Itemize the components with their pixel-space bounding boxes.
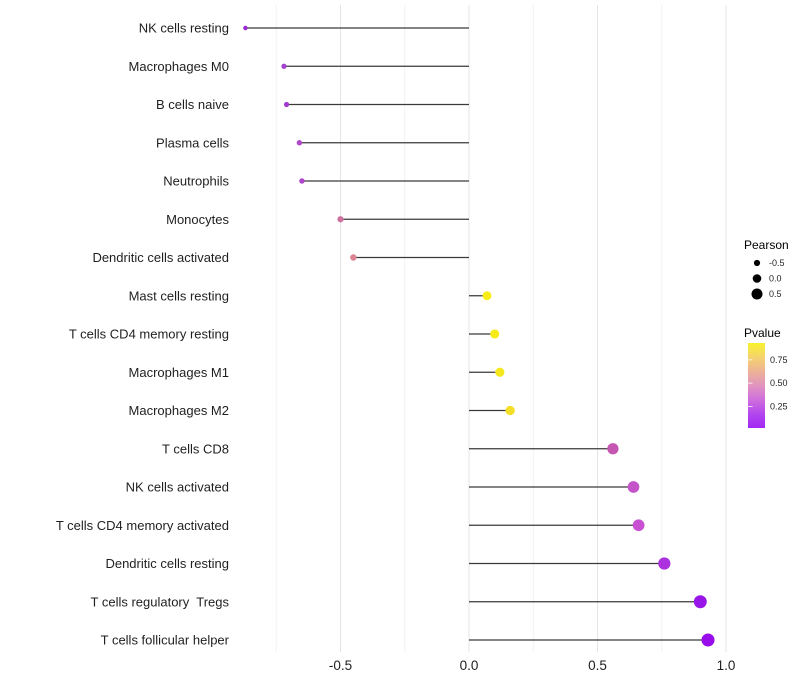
category-label: T cells regulatory Tregs: [91, 594, 230, 609]
category-label: Macrophages M0: [129, 59, 229, 74]
data-point: [482, 291, 492, 301]
legend-pvalue-title: Pvalue: [744, 326, 781, 340]
data-point: [505, 405, 515, 416]
legend-pvalue-ticks: 0.75 0.50 0.25: [748, 355, 788, 412]
category-label: T cells CD4 memory activated: [56, 518, 229, 533]
category-label: B cells naive: [156, 97, 229, 112]
category-label: Dendritic cells resting: [105, 556, 229, 571]
legend-pearson-title: Pearson: [744, 238, 789, 252]
category-label: T cells follicular helper: [101, 633, 230, 648]
legend-pvalue-tick-label: 0.25: [770, 402, 788, 412]
x-axis-labels: -0.5 0.0 0.5 1.0: [329, 658, 736, 673]
data-point: [701, 633, 715, 647]
legend-pvalue-gradient-bar: [748, 343, 765, 428]
data-point: [281, 63, 287, 69]
gridlines: [275, 5, 727, 652]
y-axis-labels: NK cells resting Macrophages M0 B cells na…: [56, 21, 230, 648]
data-point: [627, 481, 640, 493]
data-point: [658, 557, 671, 570]
legend-pearson-label: -0.5: [769, 258, 785, 268]
legend-pvalue-tick-label: 0.75: [770, 355, 788, 365]
category-label: Plasma cells: [156, 135, 229, 150]
legend-pearson-label: 0.5: [769, 289, 782, 299]
legend-pearson-dot: [753, 259, 761, 267]
category-label: Macrophages M2: [129, 403, 229, 418]
category-label: T cells CD4 memory resting: [69, 327, 229, 342]
data-point: [299, 178, 305, 184]
category-label: Dendritic cells activated: [92, 250, 229, 265]
data-point: [490, 329, 500, 339]
data-point: [607, 443, 619, 455]
x-tick-label: -0.5: [329, 658, 352, 673]
legend-pvalue-tick-label: 0.50: [770, 378, 788, 388]
x-tick-label: 1.0: [717, 658, 736, 673]
category-label: Macrophages M1: [129, 365, 229, 380]
data-point: [243, 25, 248, 31]
data-point: [632, 519, 645, 532]
data-point: [495, 367, 505, 377]
category-label: NK cells resting: [139, 21, 229, 36]
category-label: Neutrophils: [163, 174, 229, 189]
category-label: T cells CD8: [162, 441, 229, 456]
x-tick-label: 0.0: [460, 658, 479, 673]
data-point: [337, 216, 344, 223]
data-point: [693, 595, 707, 609]
legend-pearson-dot: [751, 288, 763, 300]
legend-panel: Pearson -0.5 0.0 0.5 Pvalue 0.75 0.50 0.25: [744, 238, 789, 428]
data-point: [296, 140, 303, 146]
category-label: Monocytes: [166, 212, 229, 227]
category-label: NK cells activated: [126, 480, 229, 495]
legend-pearson-dot: [752, 274, 762, 283]
legend-pearson-label: 0.0: [769, 274, 782, 284]
data-point: [350, 254, 357, 261]
category-label: Mast cells resting: [129, 288, 229, 303]
x-tick-label: 0.5: [588, 658, 607, 673]
lollipop-rows: [243, 25, 715, 647]
legend-pearson-entries: -0.5 0.0 0.5: [751, 258, 785, 300]
data-point: [283, 101, 290, 108]
